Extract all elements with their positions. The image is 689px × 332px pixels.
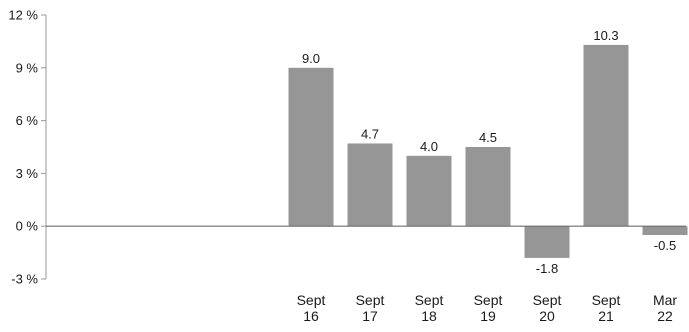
x-category-label: Sept 21 [592,292,621,324]
x-category-label: Sept 19 [474,292,503,324]
y-tick-label: 3 % [16,166,39,181]
x-category-label: Mar 22 [653,292,677,324]
bar [583,44,629,227]
bar [347,143,393,227]
bar [406,155,452,227]
y-tick-label: 6 % [16,113,39,128]
x-category-label: Sept 17 [356,292,385,324]
data-label: 4.7 [361,126,379,141]
data-label: 4.0 [420,139,438,154]
x-category-label: Sept 20 [533,292,562,324]
data-label: 10.3 [593,28,618,43]
bar [465,147,511,227]
y-axis: 12 % 9 % 6 % 3 % 0 % -3 % [8,8,47,287]
y-tick-label: 0 % [16,219,39,234]
bars [288,44,688,258]
data-label: -0.5 [654,238,676,253]
y-tick-label: 12 % [8,8,38,23]
bar [524,226,570,258]
data-label: 9.0 [302,51,320,66]
data-labels: 9.0 4.7 4.0 4.5 -1.8 10.3 -0.5 [302,28,676,276]
bar [288,67,334,227]
bar [642,226,688,235]
data-label: -1.8 [536,261,558,276]
x-axis-labels: Sept 16 Sept 17 Sept 18 Sept 19 Sept 20 Sept 21 Mar 2… [297,292,678,324]
y-tick-label: -3 % [11,272,38,287]
x-category-label: Sept 18 [415,292,444,324]
y-tick-label: 9 % [16,60,39,75]
data-label: 4.5 [479,130,497,145]
x-category-label: Sept 16 [297,292,326,324]
